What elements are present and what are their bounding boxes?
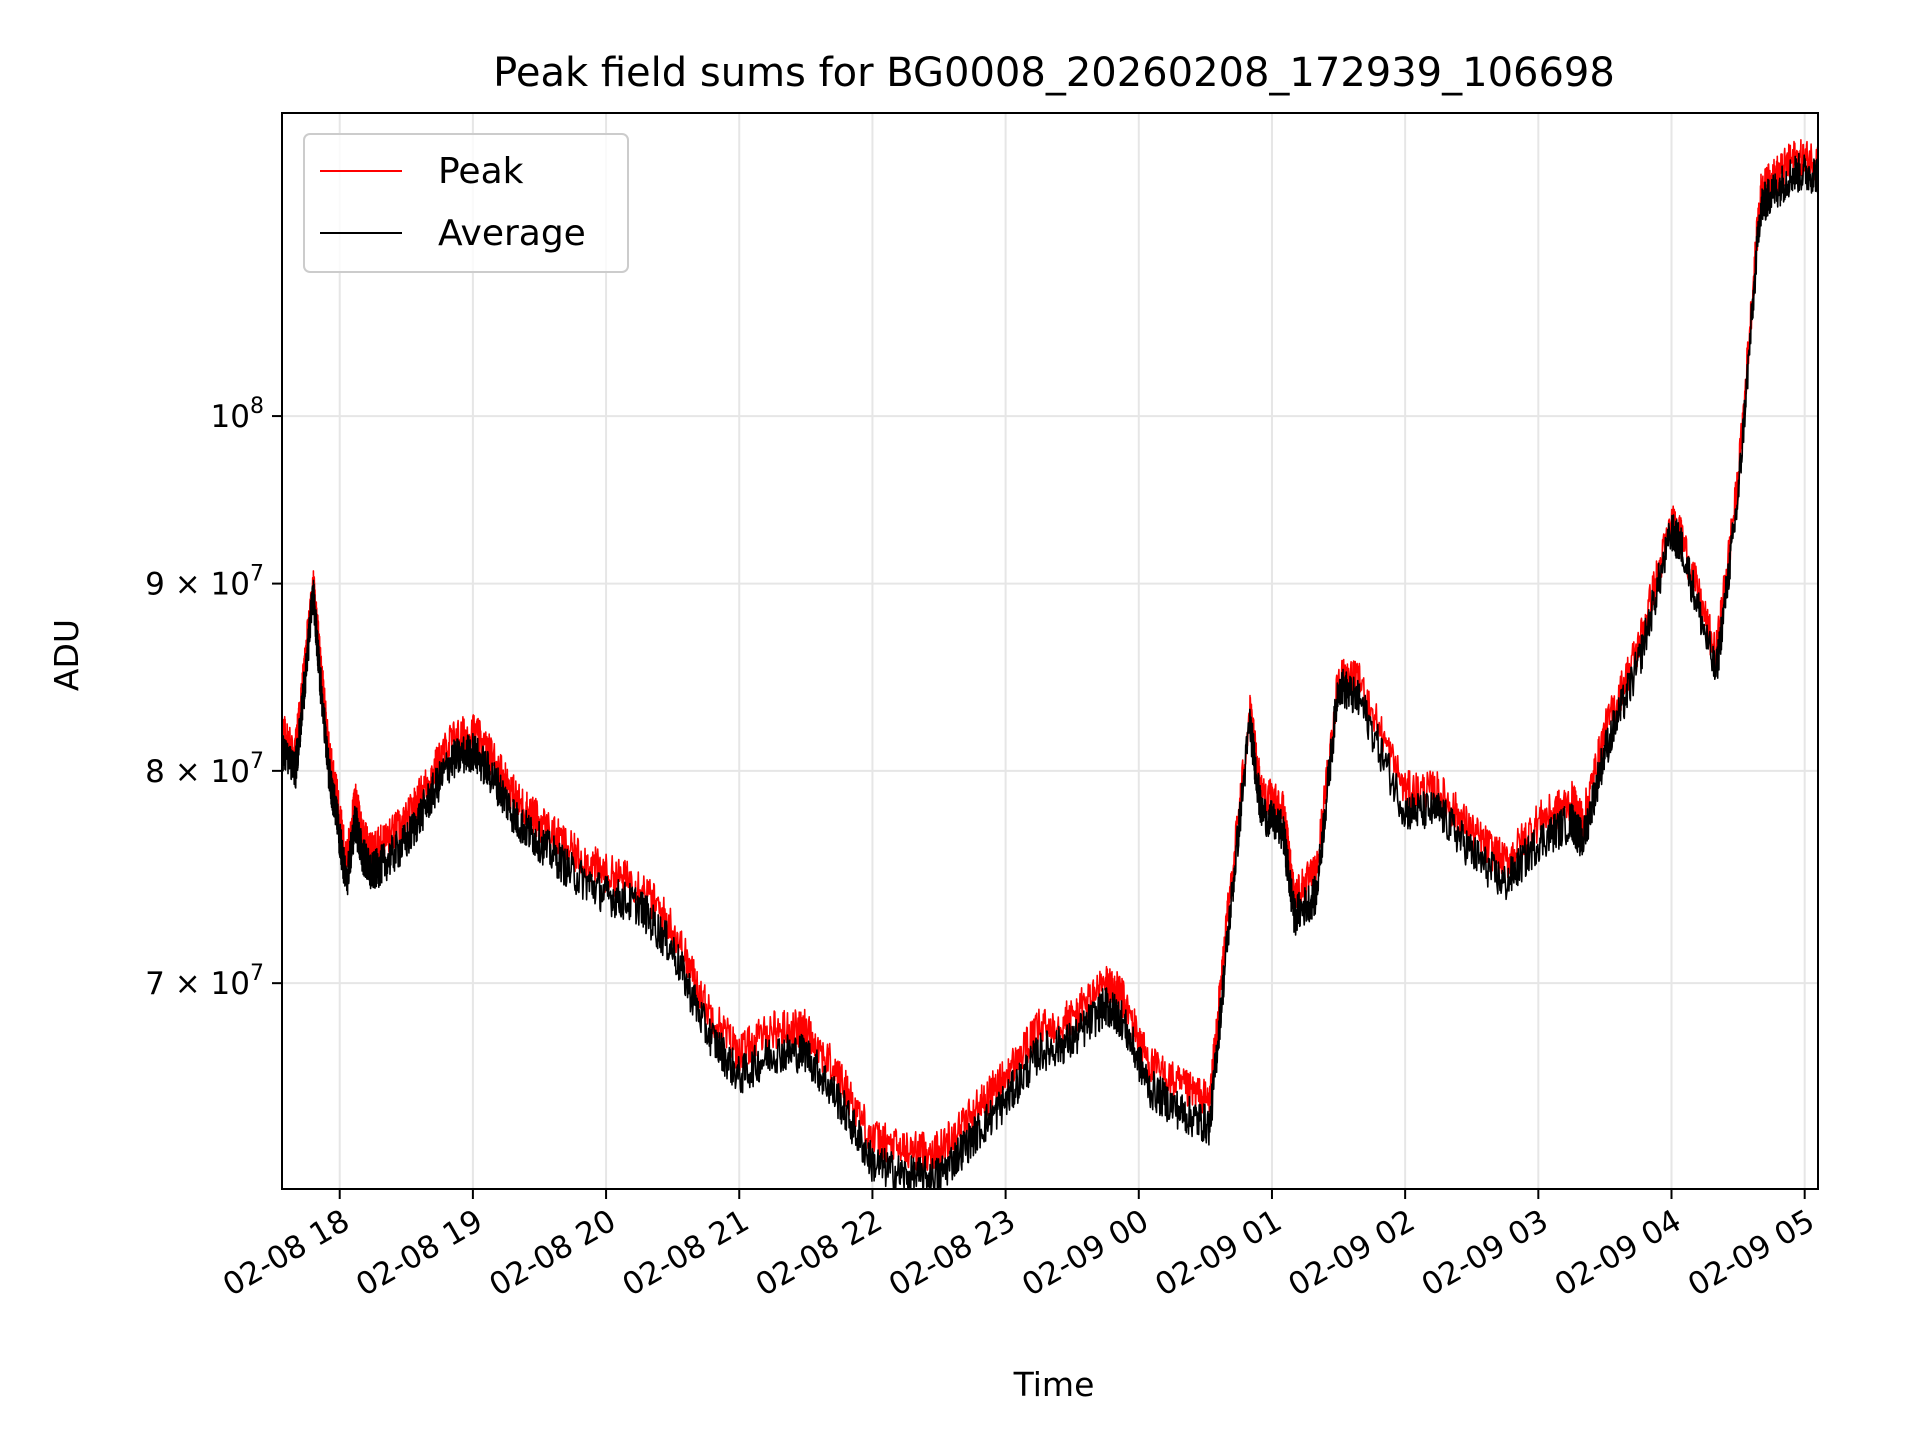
y-axis-label: ADU	[47, 619, 86, 691]
grid-lines	[282, 113, 1818, 1189]
series-line-average	[281, 152, 1819, 1190]
legend-box	[303, 133, 629, 273]
legend-label-peak: Peak	[438, 151, 524, 192]
y-tick-label: 9 × 107	[145, 562, 264, 603]
chart-title: Peak field sums for BG0008_20260208_1729…	[493, 50, 1615, 96]
legend: Peak Average	[303, 133, 629, 273]
legend-label-average: Average	[438, 213, 586, 254]
y-tick-label: 7 × 107	[145, 961, 264, 1002]
x-axis-label: Time	[1013, 1365, 1095, 1404]
y-tick-label: 8 × 107	[145, 749, 264, 790]
plot-frame	[281, 112, 1819, 1190]
series-layer	[281, 139, 1819, 1190]
series-line-peak	[281, 139, 1819, 1172]
